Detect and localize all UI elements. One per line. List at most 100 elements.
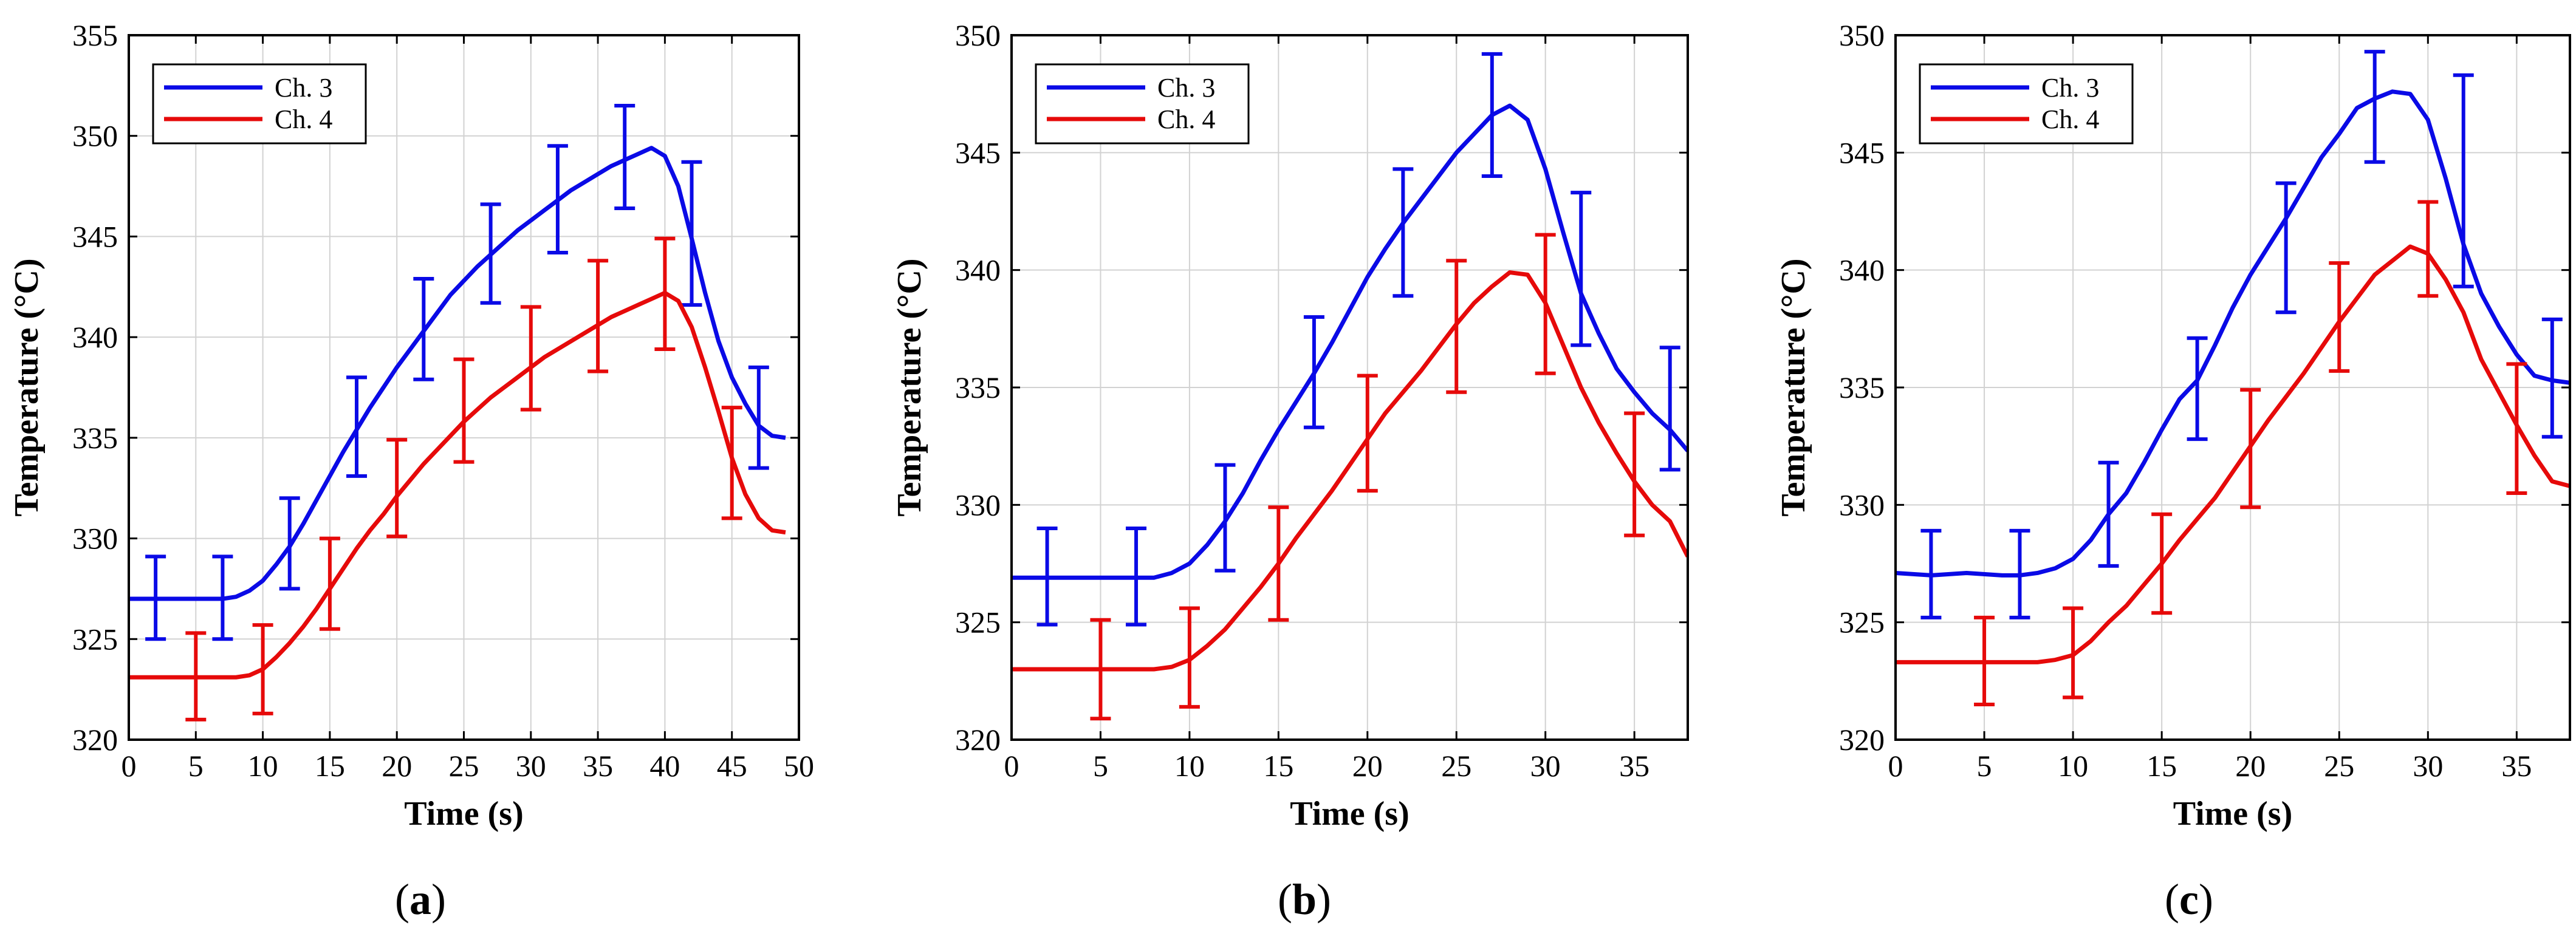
error-bar: [614, 104, 635, 211]
legend: Ch. 3Ch. 4: [1919, 63, 2134, 145]
x-tick-label: 25: [449, 749, 479, 783]
error-bar: [1179, 606, 1200, 709]
error-bar: [2275, 181, 2297, 315]
y-tick-label: 350: [72, 119, 118, 153]
series-line: [1012, 103, 1688, 580]
x-tick-label: 5: [188, 749, 204, 783]
caption-close: ): [1317, 875, 1331, 924]
error-bar: [386, 438, 408, 539]
error-bar: [185, 631, 207, 721]
error-bar: [2417, 200, 2439, 298]
error-bar: [2063, 606, 2084, 700]
x-tick-label: 10: [2058, 749, 2088, 783]
y-axis-label: Temperature (°C): [1775, 258, 1812, 516]
legend-label: Ch. 3: [1157, 73, 1215, 103]
series-line: [1896, 244, 2570, 664]
error-bar: [1974, 615, 1995, 706]
y-tick-label: 350: [1839, 18, 1885, 52]
error-bar: [2541, 317, 2563, 439]
legend: Ch. 3Ch. 4: [1035, 63, 1250, 145]
error-bar: [2009, 528, 2030, 619]
legend-label: Ch. 4: [1157, 104, 1215, 134]
error-bar: [212, 554, 233, 641]
x-tick-label: 20: [2235, 749, 2266, 783]
error-bar: [721, 406, 742, 520]
series-ch3: [1896, 50, 2570, 619]
x-tick-label: 30: [1530, 749, 1561, 783]
error-bar: [1571, 191, 1592, 347]
error-bar: [1090, 618, 1111, 721]
error-bar: [1481, 52, 1502, 178]
error-bar: [279, 496, 300, 591]
x-tick-label: 25: [1441, 749, 1471, 783]
x-tick-label: 30: [516, 749, 546, 783]
error-bar: [1659, 346, 1680, 472]
x-tick-label: 15: [2146, 749, 2177, 783]
y-tick-label: 335: [955, 370, 1001, 404]
x-tick-label: 35: [583, 749, 613, 783]
x-tick-label: 35: [2501, 749, 2532, 783]
y-axis-label: Temperature (°C): [8, 258, 46, 516]
x-tick-label: 25: [2324, 749, 2354, 783]
caption-close: ): [431, 875, 446, 924]
y-tick-label: 330: [1839, 488, 1885, 522]
series-line: [129, 146, 786, 601]
series-ch4: [1012, 233, 1688, 721]
panel-caption: (b): [1278, 875, 1331, 924]
y-tick-label: 320: [72, 723, 118, 757]
x-axis-label: Time (s): [1290, 795, 1410, 833]
caption-open: (: [2165, 875, 2179, 924]
caption-letter: c: [2179, 875, 2199, 924]
error-bar: [2329, 261, 2350, 373]
x-tick-label: 45: [717, 749, 747, 783]
caption-close: ): [2199, 875, 2213, 924]
error-bar: [1303, 315, 1324, 429]
error-bar: [2453, 73, 2474, 288]
chart-panel-c: 0 5 10 15 20 25 30 35 320 325 330 335 340 345 350 Time …: [1775, 18, 2571, 833]
series-ch3: [129, 104, 786, 641]
x-tick-label: 15: [1263, 749, 1293, 783]
error-bar: [520, 305, 541, 412]
error-bar: [654, 236, 676, 352]
caption-open: (: [1278, 875, 1292, 924]
y-tick-label: 330: [955, 488, 1001, 522]
x-tick-label: 0: [1004, 749, 1019, 783]
error-bar: [453, 357, 474, 464]
legend-label: Ch. 4: [2041, 104, 2099, 134]
x-tick-label: 10: [248, 749, 278, 783]
legend-box: [152, 63, 367, 145]
series-ch4: [129, 236, 786, 721]
y-tick-label: 345: [72, 219, 118, 253]
y-tick-label: 320: [1839, 723, 1885, 757]
x-axis-label: Time (s): [2173, 795, 2293, 833]
x-tick-label: 0: [122, 749, 137, 783]
error-bar: [346, 375, 368, 478]
legend-label: Ch. 4: [275, 104, 332, 134]
error-bar: [252, 623, 273, 715]
error-bar: [1126, 527, 1147, 627]
y-tick-label: 320: [955, 723, 1001, 757]
error-bar: [2151, 512, 2173, 615]
error-bar: [1920, 528, 1942, 619]
legend-box: [1035, 63, 1250, 145]
x-tick-label: 35: [1619, 749, 1649, 783]
error-bar: [1036, 527, 1058, 627]
x-tick-label: 20: [1352, 749, 1383, 783]
x-tick-label: 50: [784, 749, 814, 783]
legend-label: Ch. 3: [2041, 73, 2099, 103]
x-axis-label: Time (s): [404, 795, 524, 833]
series-line: [1896, 89, 2570, 578]
y-tick-label: 355: [72, 18, 118, 52]
legend-label: Ch. 3: [275, 73, 332, 103]
error-bar: [681, 160, 702, 307]
error-bar: [480, 202, 501, 305]
y-tick-label: 345: [1839, 135, 1885, 169]
error-bar: [1446, 259, 1467, 394]
error-bar: [319, 536, 340, 631]
caption-open: (: [395, 875, 409, 924]
error-bar: [2098, 460, 2119, 568]
x-tick-label: 0: [1888, 749, 1903, 783]
error-bar: [1535, 233, 1556, 375]
error-bar: [2364, 50, 2385, 164]
